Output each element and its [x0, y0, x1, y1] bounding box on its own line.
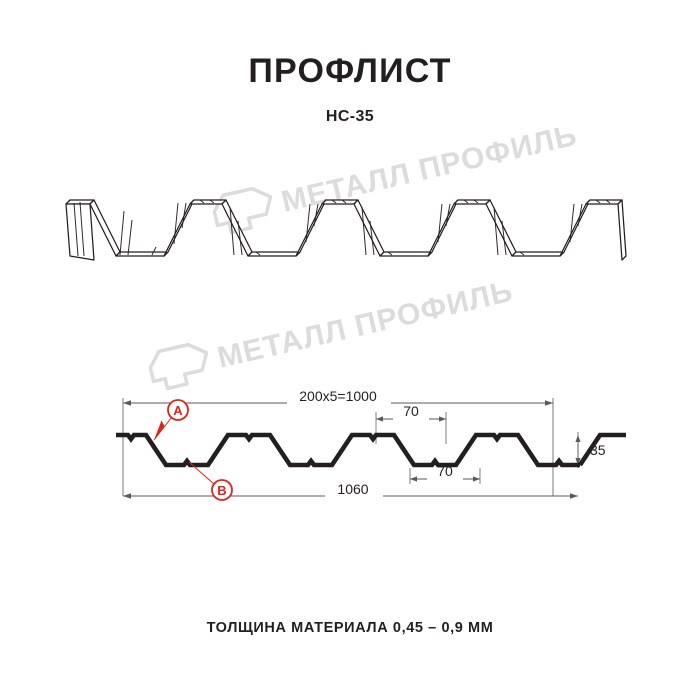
callout-marker-a: A	[153, 399, 189, 441]
extension-lines	[122, 398, 579, 496]
page-header: ПРОФЛИСТ НС-35	[0, 54, 700, 125]
dimension-bottom-span-label: 1060	[337, 481, 368, 497]
profile-polyline	[116, 432, 626, 468]
product-model-label: НС-35	[325, 108, 375, 125]
callout-marker-a-label: A	[173, 403, 183, 418]
material-thickness-caption: ТОЛЩИНА МАТЕРИАЛА 0,45 – 0,9 ММ	[206, 620, 494, 636]
callout-marker-b: B	[188, 461, 233, 501]
section-view: 200x5=1000 70 70	[90, 372, 630, 522]
page-title: ПРОФЛИСТ	[248, 52, 452, 90]
dimension-crest-width: 70	[376, 403, 446, 422]
corrugated-sheet-3d	[65, 199, 627, 261]
sheet-fold-lines	[73, 199, 611, 257]
callout-marker-b-label: B	[217, 483, 226, 498]
dimension-top-span: 200x5=1000	[123, 388, 553, 406]
dimension-crest-width-label: 70	[403, 403, 419, 419]
isometric-view	[60, 176, 640, 316]
dimension-bottom-span: 1060	[123, 481, 578, 499]
dimension-top-span-label: 200x5=1000	[299, 388, 377, 404]
